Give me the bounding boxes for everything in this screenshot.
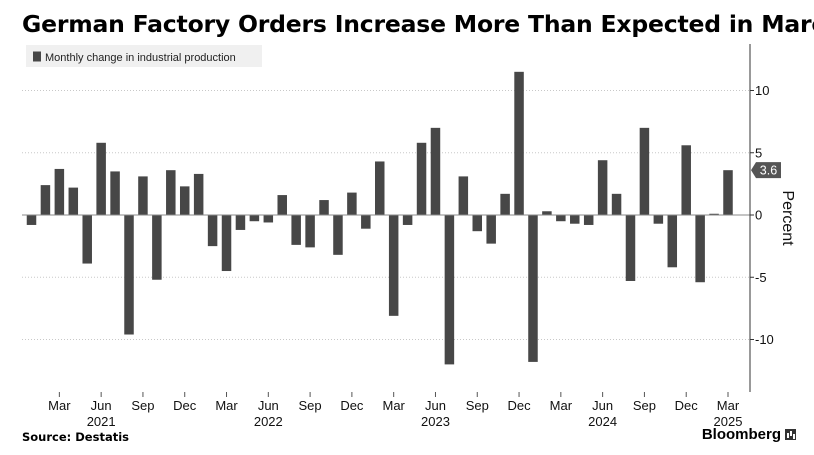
bar — [54, 168, 65, 215]
bar — [375, 161, 385, 215]
bar — [82, 215, 92, 264]
bar — [486, 215, 496, 244]
bar — [249, 215, 260, 222]
bar — [68, 187, 79, 215]
bar — [193, 173, 204, 215]
bar — [709, 213, 719, 215]
x-tick-label: Sep — [299, 398, 322, 413]
bloomberg-terminal-icon — [785, 429, 796, 440]
y-tick-label: -5 — [755, 270, 767, 285]
bar — [305, 215, 315, 248]
bar — [723, 170, 733, 215]
bar — [611, 193, 622, 215]
bar — [361, 215, 371, 229]
legend-swatch — [33, 51, 41, 62]
x-tick-label: Jun — [592, 398, 613, 413]
x-tick-label: Mar — [382, 398, 405, 413]
x-year-label: 2021 — [87, 414, 116, 429]
x-tick-label: Mar — [717, 398, 740, 413]
legend-label: Monthly change in industrial production — [45, 52, 236, 64]
bar — [347, 192, 357, 215]
bar — [597, 160, 608, 215]
bar — [639, 127, 650, 215]
x-tick-label: Sep — [466, 398, 489, 413]
x-tick-label: Mar — [215, 398, 238, 413]
x-tick-label: Dec — [173, 398, 197, 413]
bar — [556, 215, 566, 222]
x-tick-label: Dec — [507, 398, 531, 413]
x-tick-label: Mar — [550, 398, 573, 413]
x-year-label: 2024 — [588, 414, 617, 429]
bar — [667, 215, 678, 268]
bar — [625, 215, 636, 281]
bar — [528, 215, 538, 362]
bar — [458, 176, 469, 215]
bar — [430, 127, 441, 215]
bar — [514, 71, 524, 215]
bar — [472, 215, 483, 232]
legend-box — [26, 45, 262, 67]
bar — [179, 186, 190, 215]
bar — [416, 142, 427, 215]
brand-logo: Bloomberg — [702, 426, 796, 443]
x-tick-label: Mar — [48, 398, 71, 413]
latest-value-callout — [751, 162, 781, 179]
x-tick-label: Jun — [91, 398, 112, 413]
x-tick-label: Jun — [258, 398, 279, 413]
bar — [402, 215, 413, 225]
bar — [96, 142, 106, 215]
bar — [570, 215, 580, 224]
bar — [110, 171, 120, 215]
bar — [235, 215, 246, 230]
y-tick-label: -10 — [755, 332, 774, 347]
bar — [388, 215, 399, 316]
bar — [444, 215, 455, 365]
bar — [319, 200, 329, 215]
source-note: Source: Destatis — [22, 430, 129, 444]
bar — [221, 215, 232, 272]
bar — [207, 215, 218, 247]
bar — [291, 215, 301, 245]
x-tick-label: Sep — [131, 398, 154, 413]
chart-title: German Factory Orders Increase More Than… — [22, 10, 814, 38]
bar — [542, 211, 552, 215]
latest-value-label: 3.6 — [760, 164, 777, 178]
y-tick-label: 5 — [755, 145, 762, 160]
x-year-label: 2022 — [254, 414, 283, 429]
bar — [681, 145, 691, 215]
x-tick-label: Dec — [340, 398, 364, 413]
y-tick-label: 0 — [755, 208, 762, 223]
y-axis-title: Percent — [779, 190, 796, 246]
x-tick-label: Sep — [633, 398, 656, 413]
bar — [138, 176, 148, 215]
x-tick-label: Dec — [675, 398, 699, 413]
bar — [333, 215, 343, 255]
bar — [653, 215, 664, 224]
bar — [263, 215, 274, 223]
x-tick-label: Jun — [425, 398, 446, 413]
x-year-label: 2025 — [714, 414, 743, 429]
bar — [40, 185, 51, 215]
brand-name: Bloomberg — [701, 426, 781, 443]
y-tick-label: 10 — [755, 83, 769, 98]
bar — [500, 193, 510, 215]
bar — [124, 215, 134, 335]
x-year-label: 2023 — [421, 414, 450, 429]
bar — [583, 215, 594, 225]
bar — [166, 170, 176, 215]
bar — [277, 195, 287, 215]
bar — [26, 215, 37, 225]
bar — [152, 215, 162, 280]
bar — [695, 215, 705, 283]
